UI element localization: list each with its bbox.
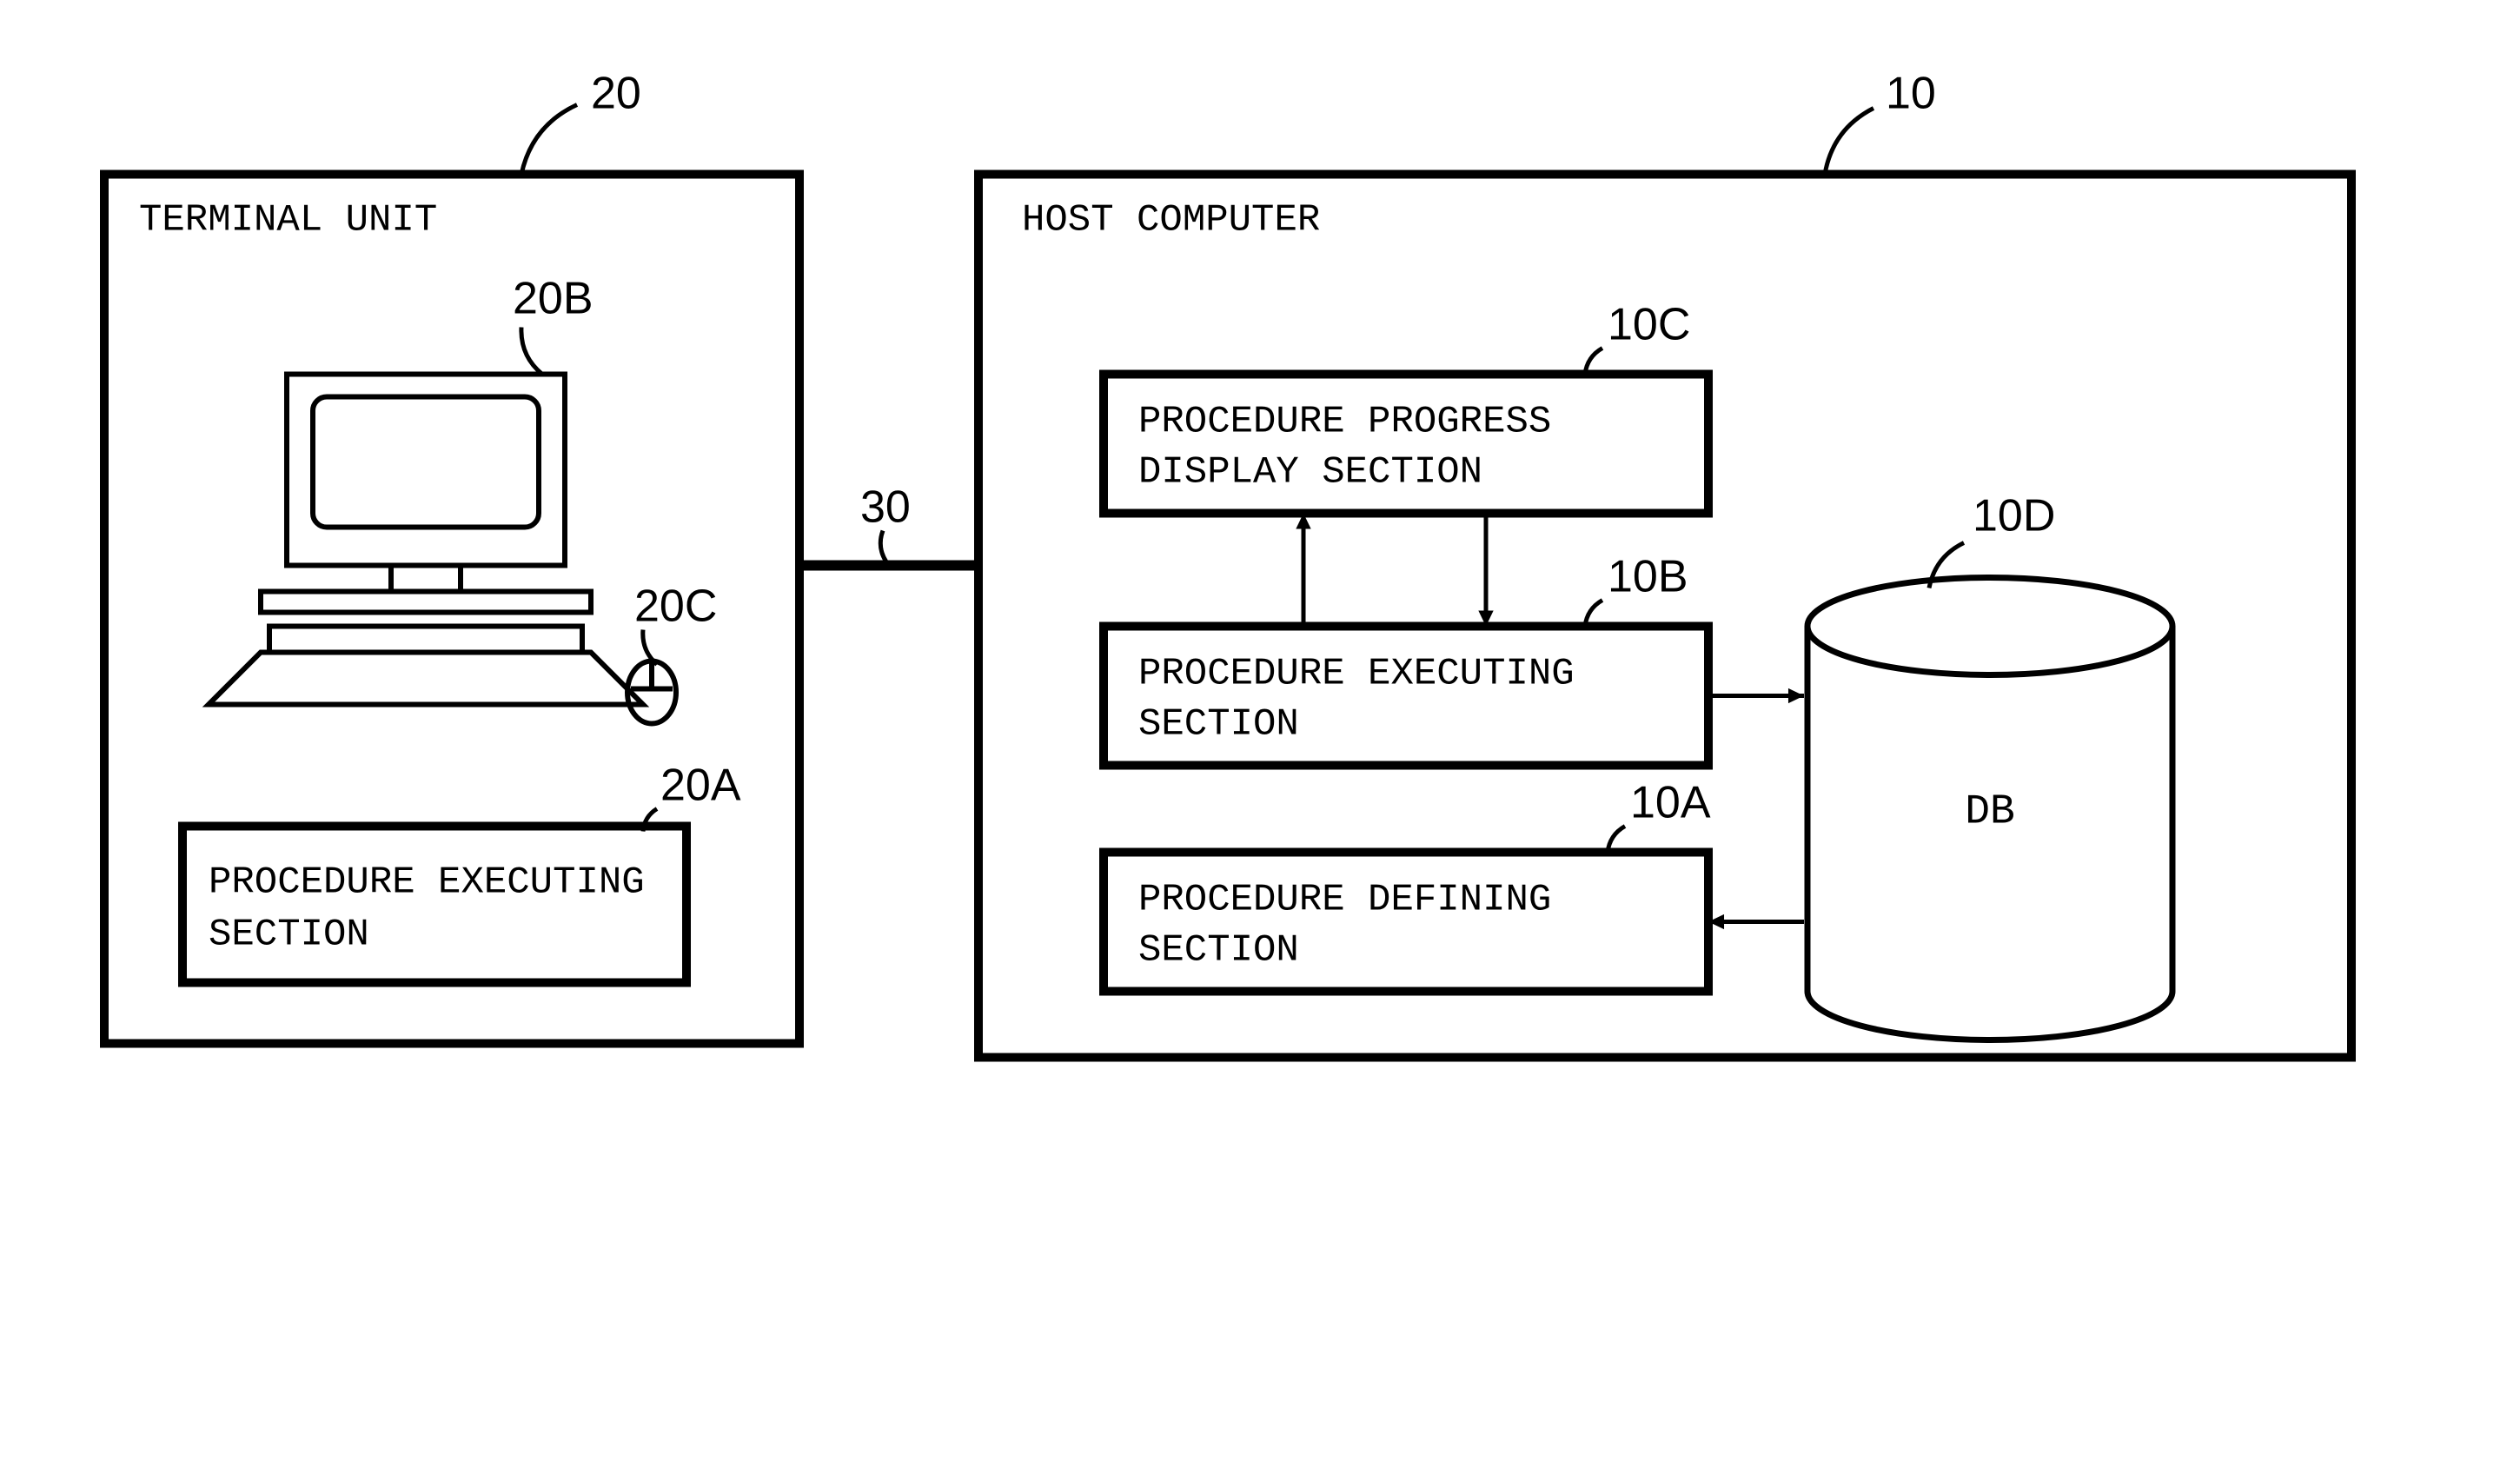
svg-text:SECTION: SECTION [1138,929,1299,973]
svg-text:TERMINAL UNIT: TERMINAL UNIT [139,199,437,243]
svg-text:SECTION: SECTION [1138,703,1299,747]
svg-text:20A: 20A [660,761,741,811]
svg-text:10B: 10B [1608,552,1688,602]
svg-text:20: 20 [591,69,641,119]
svg-text:DB: DB [1965,789,2015,836]
svg-text:20C: 20C [634,581,717,632]
svg-text:PROCEDURE EXECUTING: PROCEDURE EXECUTING [209,861,645,905]
svg-text:PROCEDURE PROGRESS: PROCEDURE PROGRESS [1138,401,1551,444]
svg-text:10C: 10C [1608,300,1690,350]
svg-text:10D: 10D [1973,491,2055,541]
svg-text:20B: 20B [513,274,594,324]
svg-text:PROCEDURE DEFINING: PROCEDURE DEFINING [1138,879,1551,922]
svg-text:10: 10 [1886,69,1936,119]
svg-text:10A: 10A [1630,778,1711,828]
svg-text:30: 30 [860,482,911,533]
svg-text:SECTION: SECTION [209,914,369,957]
svg-text:PROCEDURE EXECUTING: PROCEDURE EXECUTING [1138,653,1575,696]
svg-text:HOST COMPUTER: HOST COMPUTER [1022,199,1320,243]
svg-text:DISPLAY SECTION: DISPLAY SECTION [1138,451,1482,495]
system-block-diagram: TERMINAL UNIT 20 20B 20C PROCEDURE EXECUTING… [0,0,2520,1475]
